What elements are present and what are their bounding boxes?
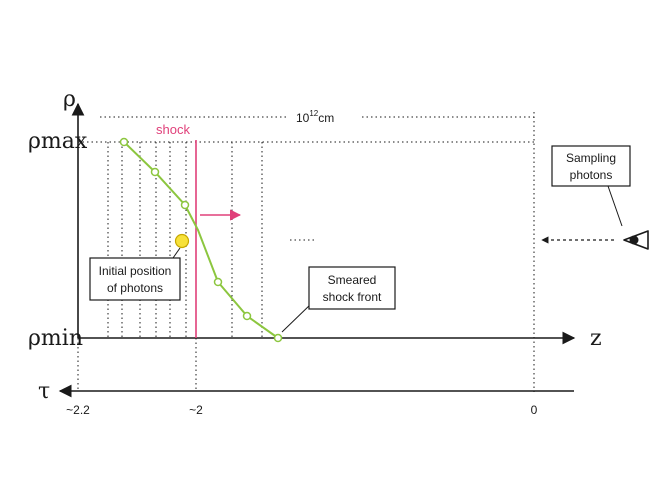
initial-position-line1: Initial position bbox=[99, 264, 172, 278]
shock-label: shock bbox=[156, 122, 190, 137]
initial-position-line2: of photons bbox=[107, 281, 163, 295]
tau-tick-label: 0 bbox=[531, 403, 538, 417]
smeared-front-pointer bbox=[281, 302, 313, 333]
sampling-pointer bbox=[607, 185, 623, 227]
curve-points bbox=[119, 137, 283, 343]
smeared-front-box bbox=[308, 266, 396, 310]
initial-position-box bbox=[89, 257, 181, 301]
tau-axis-label: τ bbox=[38, 379, 50, 404]
smeared-front-line2: shock front bbox=[323, 290, 382, 304]
density-curve bbox=[123, 141, 279, 339]
eye-icon bbox=[623, 230, 649, 250]
rho-max-label: ρmax bbox=[28, 129, 88, 154]
scale-label: 1012cm bbox=[296, 109, 334, 125]
photon-marker bbox=[174, 233, 190, 249]
rho-axis-label: ρ bbox=[63, 87, 76, 112]
sampling-photons-line1: Sampling bbox=[566, 151, 616, 165]
rho-min-label: ρmin bbox=[28, 326, 83, 351]
sampling-photons-box bbox=[551, 145, 631, 187]
grid-lines bbox=[107, 142, 263, 338]
smeared-front-line1: Smeared bbox=[328, 273, 377, 287]
z-axis-label: z bbox=[590, 326, 602, 351]
tau-tick-label: ~2.2 bbox=[66, 403, 90, 417]
sampling-photons-line2: photons bbox=[570, 168, 613, 182]
initial-position-pointer bbox=[172, 247, 181, 259]
tau-tick-label: ~2 bbox=[189, 403, 203, 417]
